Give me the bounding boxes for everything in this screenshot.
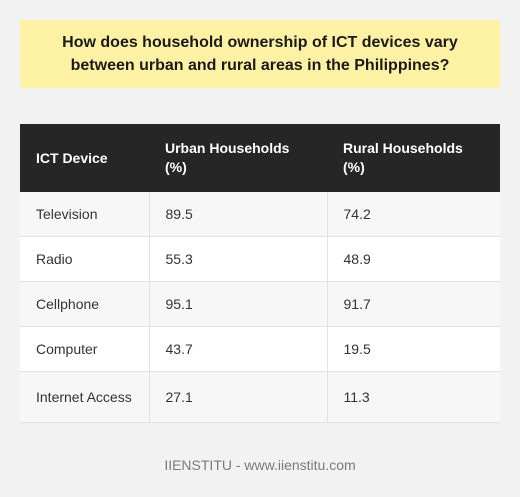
urban-value-cell: 27.1: [149, 371, 328, 423]
device-cell: Cellphone: [20, 281, 150, 327]
header-ict-device: ICT Device: [20, 124, 149, 192]
table-header-row: ICT Device Urban Households (%) Rural Ho…: [20, 124, 500, 192]
rural-value-cell: 91.7: [327, 281, 500, 327]
table-row: Radio 55.3 48.9: [20, 236, 500, 282]
footer-credit: IIENSTITU - www.iienstitu.com: [164, 457, 356, 473]
header-rural-households: Rural Households (%): [327, 124, 500, 192]
device-cell: Television: [20, 192, 150, 237]
title-banner: How does household ownership of ICT devi…: [20, 20, 500, 88]
device-cell: Computer: [20, 326, 150, 372]
rural-value-cell: 74.2: [327, 192, 500, 237]
header-urban-households: Urban Households (%): [149, 124, 327, 192]
rural-value-cell: 19.5: [327, 326, 500, 372]
device-cell: Internet Access: [20, 371, 150, 423]
rural-value-cell: 48.9: [327, 236, 500, 282]
ict-ownership-table: ICT Device Urban Households (%) Rural Ho…: [20, 124, 500, 423]
urban-value-cell: 43.7: [149, 326, 328, 372]
page-title: How does household ownership of ICT devi…: [62, 34, 458, 74]
table-row: Computer 43.7 19.5: [20, 326, 500, 372]
rural-value-cell: 11.3: [327, 371, 500, 423]
table-row: Internet Access 27.1 11.3: [20, 371, 500, 423]
table-row: Television 89.5 74.2: [20, 192, 500, 237]
table-row: Cellphone 95.1 91.7: [20, 281, 500, 327]
urban-value-cell: 55.3: [149, 236, 328, 282]
urban-value-cell: 95.1: [149, 281, 328, 327]
urban-value-cell: 89.5: [149, 192, 328, 237]
device-cell: Radio: [20, 236, 150, 282]
